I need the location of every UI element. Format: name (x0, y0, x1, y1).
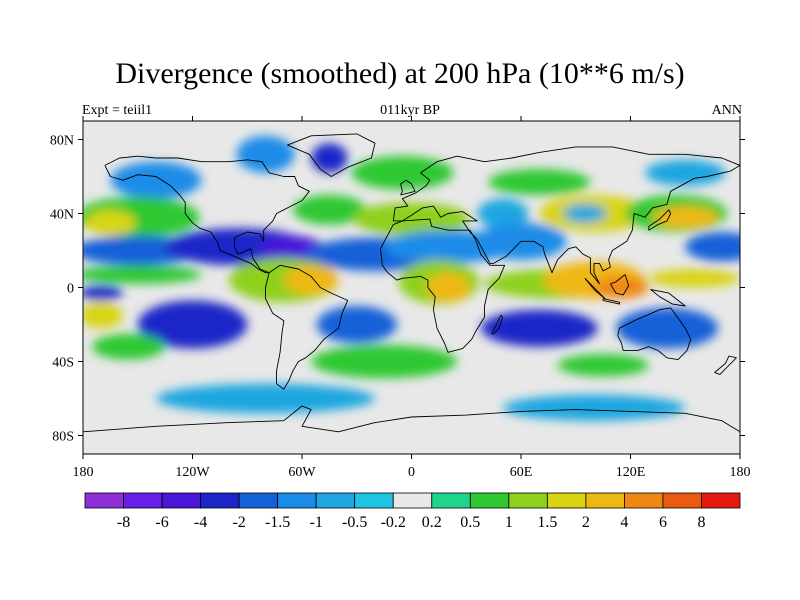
coastline (650, 288, 686, 307)
colorbar-label: 8 (697, 514, 705, 531)
coastline (265, 264, 349, 390)
colorbar-label: -6 (155, 514, 168, 531)
field-blob (156, 383, 375, 414)
x-tick-label: 60E (510, 465, 533, 480)
colorbar-label: -1.5 (265, 514, 290, 531)
x-tick-label: 120W (175, 465, 210, 480)
colorbar-box (84, 492, 124, 509)
colorbar-label: -0.2 (381, 514, 406, 531)
field-blob (353, 202, 470, 236)
x-tick-label: 60W (288, 465, 316, 480)
field-blob (652, 206, 719, 229)
field-blob (84, 209, 136, 236)
colorbar-box (469, 492, 510, 509)
field-blob (92, 333, 166, 360)
colorbar-box (315, 492, 356, 509)
season-label: ANN (711, 103, 742, 118)
field-blob (311, 143, 348, 173)
colorbar-box (585, 492, 625, 509)
colorbar-box (238, 492, 279, 509)
coastline (104, 155, 310, 274)
field-blob (137, 300, 248, 349)
coastline (648, 209, 672, 231)
field-blob (488, 169, 591, 195)
coastline (714, 355, 737, 375)
colorbar-box (701, 492, 741, 509)
colorbar-box (277, 492, 317, 509)
field-blob (283, 265, 339, 295)
x-tick-label: 180 (73, 465, 94, 480)
field-blob (311, 344, 458, 379)
field-blob (648, 269, 740, 288)
colorbar-label: 2 (582, 514, 590, 531)
colorbar-label: -4 (194, 514, 207, 531)
field-blob (477, 198, 529, 229)
colorbar-box (508, 492, 548, 509)
field-blob (562, 204, 607, 223)
colorbar-label: 4 (620, 514, 628, 531)
colorbar-label: 0.5 (460, 514, 480, 531)
field-blob (351, 156, 454, 190)
colorbar-box (624, 492, 664, 509)
colorbar-box (161, 492, 201, 509)
field-blob (480, 309, 598, 347)
colorbar-label: -2 (232, 514, 245, 531)
field-blob (83, 265, 202, 284)
colorbar-box (431, 492, 471, 509)
plot-title: Divergence (smoothed) at 200 hPa (10**6 … (115, 57, 685, 90)
coastline (602, 298, 620, 305)
coastline (617, 307, 692, 361)
field-blob (110, 161, 202, 199)
colorbar-box (200, 492, 240, 509)
colorbar-box (123, 492, 163, 509)
coastline (400, 179, 416, 196)
colorbar-label: 6 (659, 514, 667, 531)
x-tick-label: 0 (408, 465, 415, 480)
divergence-field (83, 121, 740, 454)
field-blob (236, 135, 295, 173)
colorbar-label: -1 (310, 514, 323, 531)
field-blob (83, 302, 124, 329)
colorbar-box (354, 492, 394, 509)
field-blob (557, 354, 649, 377)
coastline (83, 405, 740, 433)
colorbar: -8 -6 -4 -2 -1.5 -1 -0.5 -0.2 0.2 0.5 1 1.5 2 4 6 8 (84, 492, 741, 531)
coastlines (83, 133, 740, 433)
field-blob (292, 195, 366, 225)
y-tick-label: 80S (52, 430, 74, 445)
field-blob (685, 232, 740, 262)
colorbar-box (392, 492, 433, 509)
colorbar-label: 1.5 (537, 514, 557, 531)
map-axes: 180 120W 60W 0 60E 120E 180 80N 40N 0 40S 80S (50, 116, 751, 480)
field-blob (615, 307, 719, 349)
field-blob (316, 306, 397, 343)
experiment-label: Expt = teiil1 (82, 103, 153, 118)
y-tick-label: 40S (52, 356, 74, 371)
coastline (491, 314, 504, 335)
field-blob (645, 159, 726, 186)
field-blob (594, 276, 649, 299)
y-tick-label: 40N (50, 208, 74, 223)
y-tick-label: 0 (67, 282, 74, 297)
colorbar-label: -8 (117, 514, 130, 531)
colorbar-box (662, 492, 702, 509)
coastline (380, 218, 506, 353)
x-tick-label: 120E (616, 465, 646, 480)
coastline (286, 133, 376, 177)
field-blob (83, 285, 124, 301)
colorbar-label: 1 (505, 514, 513, 531)
colorbar-box (546, 492, 587, 509)
coastline (610, 274, 630, 296)
y-tick-label: 80N (50, 134, 74, 149)
field-blob (502, 394, 686, 421)
colorbar-label: 0.2 (422, 514, 442, 531)
time-label: 011kyr BP (380, 103, 440, 118)
x-tick-label: 180 (730, 465, 751, 480)
colorbar-label: -0.5 (342, 514, 367, 531)
field-blob (426, 272, 470, 303)
